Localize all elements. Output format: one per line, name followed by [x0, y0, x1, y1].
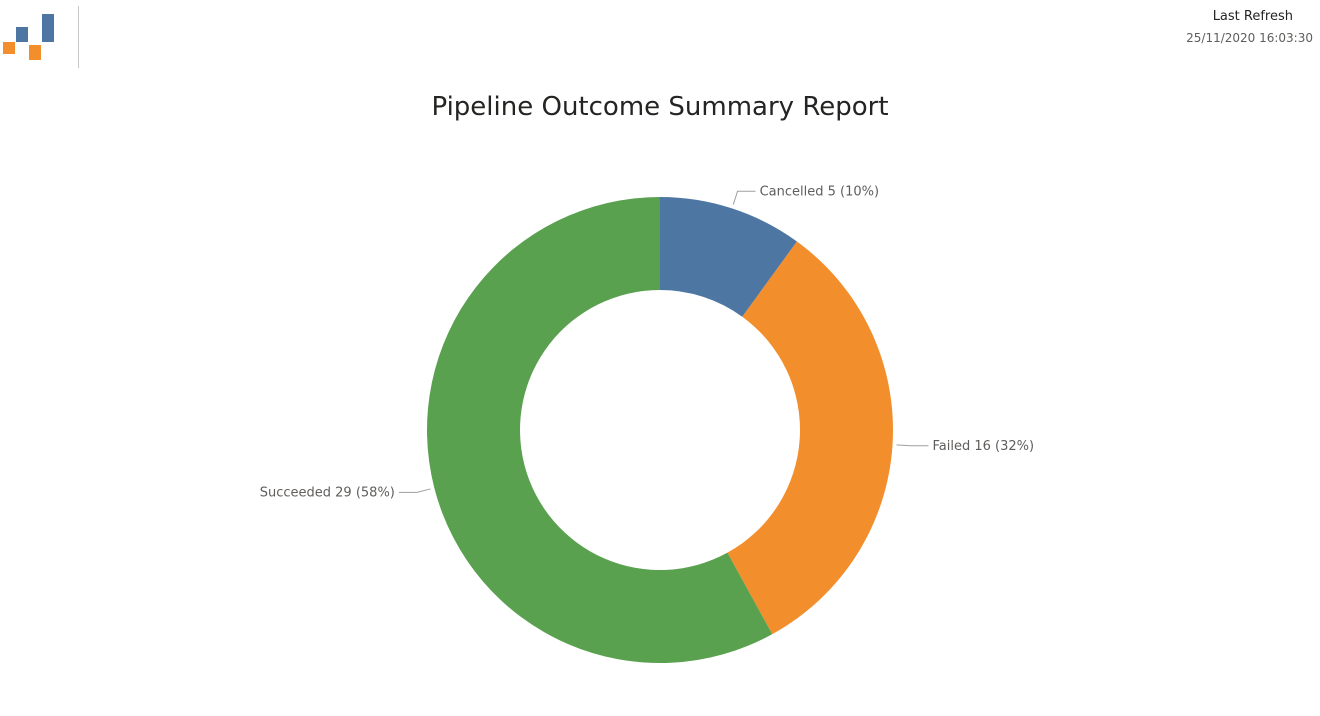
data-label-cancelled: Cancelled 5 (10%) [760, 184, 879, 199]
donut-slice-cancelled[interactable] [660, 197, 797, 317]
data-label-succeeded: Succeeded 29 (58%) [260, 485, 395, 500]
leader-line-failed [896, 444, 929, 447]
data-label-failed: Failed 16 (32%) [933, 439, 1035, 454]
donut-slice-failed[interactable] [727, 241, 893, 635]
last-refresh-label: Last Refresh [1212, 9, 1293, 24]
company-logo-icon [3, 14, 54, 60]
leader-line-cancelled [732, 190, 756, 205]
donut-slice-succeeded[interactable] [426, 197, 773, 663]
report-title: Pipeline Outcome Summary Report [431, 92, 889, 122]
header-divider [78, 6, 79, 68]
last-refresh-value: 25/11/2020 16:03:30 [1186, 31, 1313, 45]
leader-line-succeeded [398, 488, 431, 493]
last-refresh: Last Refresh 25/11/2020 16:03:30 [1113, 8, 1313, 47]
